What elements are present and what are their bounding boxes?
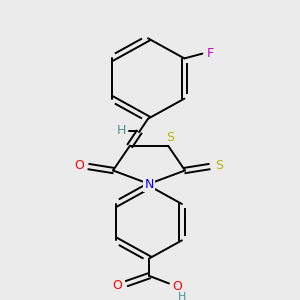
- Text: H: H: [178, 292, 186, 300]
- Text: F: F: [207, 47, 214, 60]
- Text: O: O: [172, 280, 182, 293]
- Text: O: O: [74, 159, 84, 172]
- Text: S: S: [215, 159, 223, 172]
- Text: O: O: [112, 279, 122, 292]
- Text: H: H: [116, 124, 126, 137]
- Text: S: S: [166, 131, 174, 144]
- Text: N: N: [144, 178, 154, 191]
